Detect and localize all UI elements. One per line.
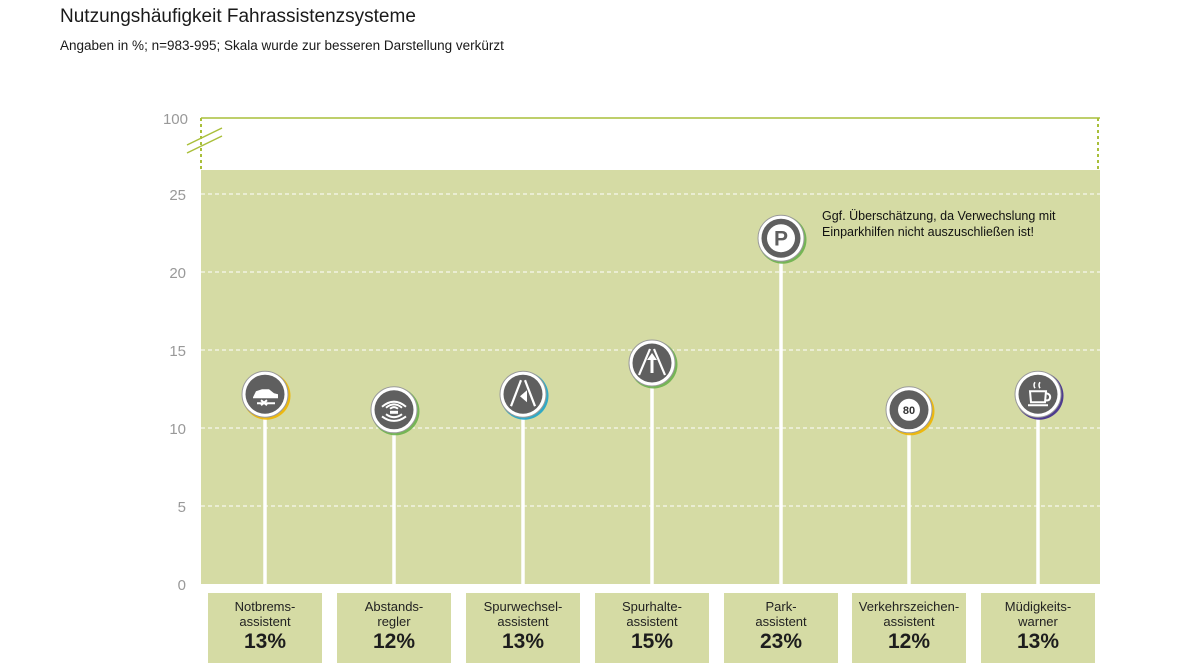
category-name: Verkehrszeichen- assistent [858, 599, 960, 629]
svg-text:80: 80 [903, 405, 915, 417]
category-label-box: Spurhalte- assistent 15% [595, 593, 709, 663]
svg-text:P: P [774, 228, 788, 251]
category-value: 12% [372, 630, 416, 653]
category-label-box: Müdigkeits- warner 13% [981, 593, 1095, 663]
category-value: 13% [1016, 630, 1060, 653]
category-name: Notbrems- assistent [234, 599, 296, 629]
y-tick-label: 100 [163, 111, 188, 128]
category-name: Spurhalte- assistent [622, 599, 682, 629]
chart-title: Nutzungshäufigkeit Fahrassistenzsysteme [60, 6, 416, 27]
y-tick-label: 15 [169, 343, 186, 360]
radar-waves-icon [370, 386, 420, 436]
category-label-box: Verkehrszeichen- assistent 12% [852, 593, 966, 663]
category-value: 12% [887, 630, 931, 653]
y-tick-label: 0 [178, 577, 186, 594]
category-name: Park- assistent [755, 599, 807, 629]
coffee-cup-icon [1014, 370, 1064, 420]
lane-change-icon [499, 370, 549, 420]
category-name: Müdigkeits- warner [1004, 599, 1072, 629]
category-value: 13% [243, 630, 287, 653]
category-label-box: Park- assistent 23% [724, 593, 838, 663]
category-label-box: Abstands- regler 12% [337, 593, 451, 663]
lane-keep-icon [628, 339, 678, 389]
car-brake-icon [241, 370, 291, 420]
park-assistant-note: Ggf. Überschätzung, da Verwechslung mit … [822, 209, 1056, 239]
speed-sign-80-icon: 80 [885, 386, 935, 436]
y-tick-label: 25 [169, 187, 186, 204]
category-label-box: Notbrems- assistent 13% [208, 593, 322, 663]
break-mark [186, 127, 223, 146]
chart-subtitle: Angaben in %; n=983-995; Skala wurde zur… [60, 38, 504, 53]
y-tick-label: 10 [169, 421, 186, 438]
y-tick-label: 5 [178, 499, 186, 516]
category-label-box: Spurwechsel- assistent 13% [466, 593, 580, 663]
parking-icon: P [757, 214, 807, 264]
category-name: Spurwechsel- assistent [483, 599, 563, 629]
y-tick-label: 20 [169, 265, 186, 282]
break-mark [186, 135, 223, 154]
category-value: 23% [759, 630, 803, 653]
category-value: 13% [501, 630, 545, 653]
category-value: 15% [630, 630, 674, 653]
category-name: Abstands- regler [364, 599, 424, 629]
